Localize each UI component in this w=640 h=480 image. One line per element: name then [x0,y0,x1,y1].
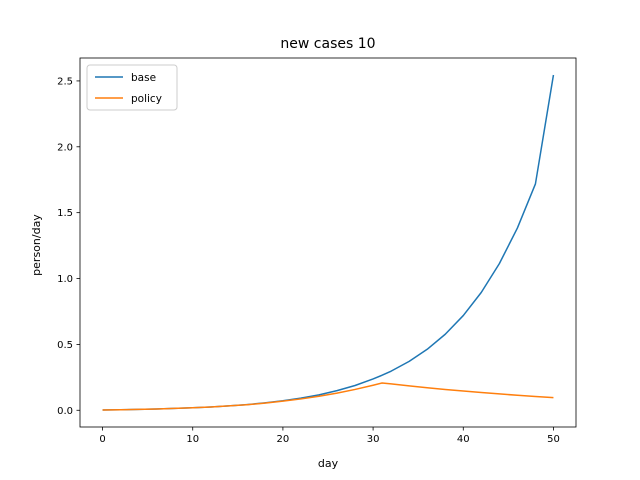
y-tick-label: 0.0 [57,406,73,417]
series-line-policy [102,382,554,411]
y-tick-label: 0.5 [57,340,73,351]
x-tick-label: 20 [277,434,290,445]
x-tick-label: 40 [457,434,470,445]
axes-frame [79,57,577,428]
y-axis-label: person/day [30,214,43,276]
x-tick-label: 50 [547,434,560,445]
x-axis-label: day [318,457,339,470]
y-tick-label: 1.0 [57,274,73,285]
legend-label-base: base [131,72,156,84]
y-tick-label: 1.5 [57,208,73,219]
plot-area: 0 10 20 30 40 50 0.0 0.5 1.0 1.5 2.0 2.5 [57,57,577,445]
legend: base policy [86,64,178,111]
x-tick-label: 30 [367,434,380,445]
chart-title: new cases 10 [280,36,375,52]
x-tick-label: 10 [186,434,199,445]
y-tick-label: 2.0 [57,142,73,153]
y-tick-label: 2.5 [57,76,73,87]
legend-label-policy: policy [131,93,162,105]
x-tick-label: 0 [99,434,105,445]
